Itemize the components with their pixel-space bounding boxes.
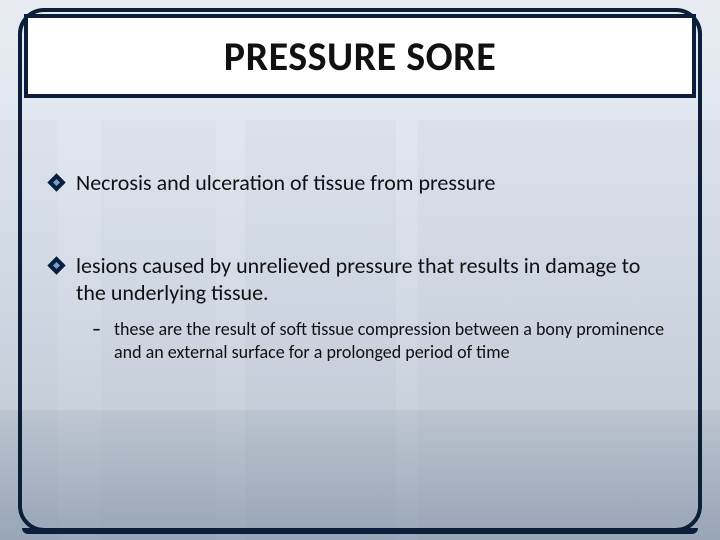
slide-title: PRESSURE SORE bbox=[224, 32, 496, 81]
dash-icon: – bbox=[92, 318, 101, 341]
list-item: Necrosis and ulceration of tissue from p… bbox=[50, 170, 670, 197]
sub-bullet-text: these are the result of soft tissue comp… bbox=[114, 318, 664, 363]
slide-frame-lip bbox=[22, 528, 698, 534]
bullet-icon bbox=[47, 256, 65, 274]
bullet-text: Necrosis and ulceration of tissue from p… bbox=[76, 169, 495, 196]
title-box: PRESSURE SORE bbox=[24, 14, 696, 98]
content-area: Necrosis and ulceration of tissue from p… bbox=[50, 170, 670, 363]
list-item: lesions caused by unrelieved pressure th… bbox=[50, 253, 670, 307]
bullet-text: lesions caused by unrelieved pressure th… bbox=[76, 252, 640, 306]
bullet-icon bbox=[47, 173, 65, 191]
list-sub-item: – these are the result of soft tissue co… bbox=[92, 318, 670, 363]
